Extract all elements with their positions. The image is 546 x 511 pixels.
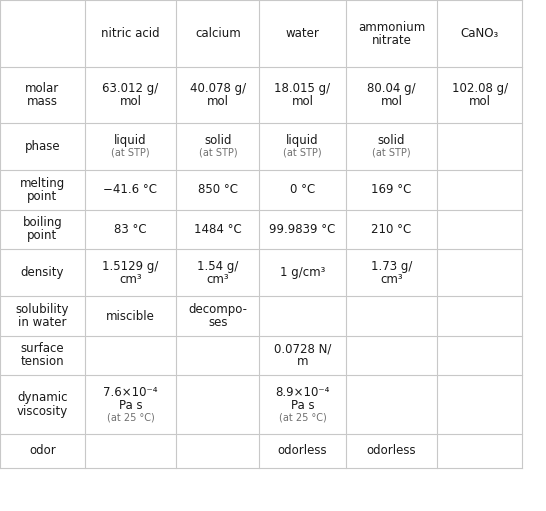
Text: 169 °C: 169 °C	[371, 183, 412, 196]
Text: surface: surface	[21, 342, 64, 355]
Text: solid: solid	[378, 134, 405, 147]
Text: 850 °C: 850 °C	[198, 183, 238, 196]
Text: odorless: odorless	[367, 445, 416, 457]
Text: miscible: miscible	[106, 310, 155, 322]
Text: dynamic: dynamic	[17, 391, 68, 404]
Text: melting: melting	[20, 177, 65, 190]
Text: ammonium: ammonium	[358, 20, 425, 34]
Text: viscosity: viscosity	[17, 405, 68, 417]
Text: mol: mol	[207, 95, 229, 108]
Text: Pa s: Pa s	[118, 399, 143, 412]
Text: −41.6 °C: −41.6 °C	[104, 183, 157, 196]
Text: 210 °C: 210 °C	[371, 223, 412, 236]
Text: mol: mol	[381, 95, 402, 108]
Text: point: point	[27, 190, 57, 203]
Text: mol: mol	[120, 95, 141, 108]
Text: cm³: cm³	[380, 273, 403, 286]
Text: Pa s: Pa s	[290, 399, 314, 412]
Text: nitrate: nitrate	[371, 34, 412, 47]
Text: liquid: liquid	[114, 134, 147, 147]
Text: mol: mol	[292, 95, 313, 108]
Text: (at STP): (at STP)	[283, 148, 322, 158]
Text: (at STP): (at STP)	[199, 148, 237, 158]
Text: (at 25 °C): (at 25 °C)	[106, 413, 155, 423]
Text: 1.73 g/: 1.73 g/	[371, 260, 412, 272]
Text: 0 °C: 0 °C	[290, 183, 315, 196]
Text: boiling: boiling	[22, 216, 62, 229]
Text: cm³: cm³	[119, 273, 142, 286]
Text: solubility: solubility	[16, 303, 69, 316]
Text: m: m	[296, 356, 308, 368]
Text: 1.5129 g/: 1.5129 g/	[102, 260, 159, 272]
Text: 1 g/cm³: 1 g/cm³	[280, 266, 325, 279]
Text: 99.9839 °C: 99.9839 °C	[269, 223, 336, 236]
Text: 80.04 g/: 80.04 g/	[367, 82, 416, 95]
Text: density: density	[21, 266, 64, 279]
Text: 1.54 g/: 1.54 g/	[197, 260, 239, 272]
Text: liquid: liquid	[286, 134, 319, 147]
Text: 8.9×10⁻⁴: 8.9×10⁻⁴	[275, 386, 330, 399]
Text: (at STP): (at STP)	[372, 148, 411, 158]
Text: CaNO₃: CaNO₃	[460, 27, 499, 40]
Text: odor: odor	[29, 445, 56, 457]
Text: mol: mol	[468, 95, 491, 108]
Text: 40.078 g/: 40.078 g/	[190, 82, 246, 95]
Text: water: water	[286, 27, 319, 40]
Text: nitric acid: nitric acid	[101, 27, 160, 40]
Text: cm³: cm³	[206, 273, 229, 286]
Text: phase: phase	[25, 140, 60, 153]
Text: 83 °C: 83 °C	[114, 223, 147, 236]
Text: point: point	[27, 229, 57, 242]
Text: (at STP): (at STP)	[111, 148, 150, 158]
Text: in water: in water	[18, 316, 67, 329]
Text: ses: ses	[208, 316, 228, 329]
Text: odorless: odorless	[278, 445, 327, 457]
Text: (at 25 °C): (at 25 °C)	[278, 413, 327, 423]
Text: 102.08 g/: 102.08 g/	[452, 82, 508, 95]
Text: solid: solid	[204, 134, 232, 147]
Text: 18.015 g/: 18.015 g/	[275, 82, 330, 95]
Text: calcium: calcium	[195, 27, 241, 40]
Text: 7.6×10⁻⁴: 7.6×10⁻⁴	[103, 386, 158, 399]
Text: molar: molar	[25, 82, 60, 95]
Text: 1484 °C: 1484 °C	[194, 223, 242, 236]
Text: decompo-: decompo-	[188, 303, 247, 316]
Text: mass: mass	[27, 95, 58, 108]
Text: tension: tension	[21, 356, 64, 368]
Text: 0.0728 N/: 0.0728 N/	[274, 342, 331, 355]
Text: 63.012 g/: 63.012 g/	[102, 82, 159, 95]
